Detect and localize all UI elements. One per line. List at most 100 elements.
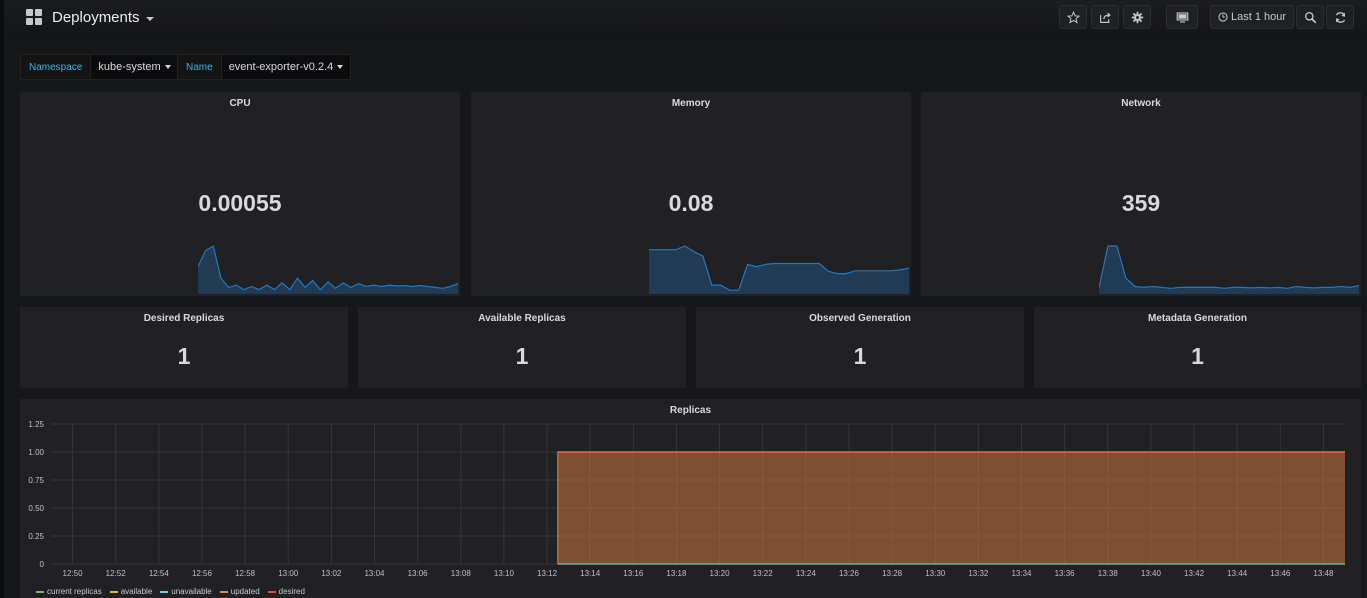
star-button[interactable] bbox=[1059, 5, 1087, 29]
replicas-panel: Replicas bbox=[20, 399, 1361, 598]
cpu-sparkline bbox=[198, 245, 458, 294]
legend-item[interactable]: desired bbox=[267, 587, 305, 596]
legend-label: desired bbox=[278, 587, 305, 596]
chevron-down-icon bbox=[164, 65, 171, 69]
memory-sparkline-area bbox=[649, 246, 909, 294]
network-value: 359 bbox=[1121, 190, 1161, 216]
dashboard-title: Deployments bbox=[52, 8, 140, 26]
x-tick-label: 13:00 bbox=[278, 569, 299, 578]
variable-namespace-label: Namespace bbox=[20, 54, 92, 80]
legend-item[interactable]: unavailable bbox=[160, 587, 212, 596]
x-tick-label: 13:46 bbox=[1270, 569, 1291, 578]
legend-swatch bbox=[36, 590, 44, 593]
x-tick-label: 13:20 bbox=[710, 569, 731, 578]
series-area-updated bbox=[557, 452, 1345, 564]
x-tick-label: 13:32 bbox=[968, 569, 989, 578]
desired-replicas-value: 1 bbox=[177, 343, 191, 369]
tv-mode-button[interactable] bbox=[1166, 5, 1198, 29]
legend-item[interactable]: available bbox=[109, 587, 153, 596]
sidemenu-edge bbox=[0, 0, 4, 598]
x-tick-label: 13:12 bbox=[537, 569, 558, 578]
cpu-sparkline-line bbox=[198, 245, 458, 291]
network-panel-title[interactable]: Network bbox=[1121, 98, 1161, 109]
available-replicas-panel: Available Replicas 1 bbox=[358, 307, 686, 388]
clock-icon bbox=[1218, 12, 1228, 22]
metadata-generation-value: 1 bbox=[1191, 343, 1204, 369]
memory-sparkline bbox=[649, 245, 909, 294]
desired-replicas-title[interactable]: Desired Replicas bbox=[143, 313, 225, 324]
series-area-desired bbox=[557, 452, 1345, 564]
network-sparkline-line bbox=[1099, 245, 1359, 289]
variable-name-dropdown[interactable]: event-exporter-v0.2.4 bbox=[221, 54, 352, 80]
time-range-label: Last 1 hour bbox=[1230, 11, 1287, 23]
time-range-picker[interactable]: Last 1 hour bbox=[1210, 5, 1294, 29]
memory-sparkline-line bbox=[649, 245, 909, 291]
replicas-legend: current replicas available unavailable upda… bbox=[36, 587, 313, 596]
memory-panel-title[interactable]: Memory bbox=[671, 98, 711, 109]
series-area-current-replicas bbox=[557, 452, 1345, 564]
network-sparkline-area bbox=[1099, 246, 1359, 294]
x-tick-label: 13:36 bbox=[1055, 569, 1076, 578]
y-tick-label: 1.00 bbox=[28, 448, 44, 457]
x-tick-label: 12:54 bbox=[149, 569, 170, 578]
top-navbar: Deployments Last 1 hour bbox=[4, 0, 1367, 36]
memory-value: 0.08 bbox=[668, 190, 714, 216]
variable-namespace: Namespace kube-system bbox=[20, 54, 179, 80]
x-tick-label: 13:30 bbox=[925, 569, 946, 578]
observed-generation-panel: Observed Generation 1 bbox=[696, 307, 1024, 388]
x-tick-label: 12:56 bbox=[192, 569, 213, 578]
available-replicas-title[interactable]: Available Replicas bbox=[478, 313, 566, 324]
series-area-available bbox=[557, 452, 1345, 564]
replicas-panel-title[interactable]: Replicas bbox=[669, 405, 712, 416]
zoom-out-icon bbox=[1304, 11, 1316, 23]
legend-item[interactable]: current replicas bbox=[36, 587, 102, 596]
legend-swatch bbox=[219, 590, 228, 593]
refresh-button[interactable] bbox=[1326, 5, 1354, 29]
chevron-down-icon bbox=[337, 65, 344, 69]
replicas-graph[interactable]: 0 0.25 0.50 0.75 1.00 1.25 12:50 12:52 12:54 12:5… bbox=[20, 399, 1361, 587]
available-replicas-value: 1 bbox=[515, 343, 529, 369]
observed-generation-title[interactable]: Observed Generation bbox=[809, 313, 911, 324]
share-button[interactable] bbox=[1091, 5, 1119, 29]
cpu-value: 0.00055 bbox=[198, 190, 282, 216]
x-tick-label: 13:10 bbox=[494, 569, 515, 578]
cpu-panel-title[interactable]: CPU bbox=[229, 98, 251, 109]
x-tick-label: 13:44 bbox=[1227, 569, 1248, 578]
variable-name-label: Name bbox=[177, 54, 222, 80]
x-tick-label: 12:50 bbox=[63, 569, 84, 578]
x-tick-label: 13:26 bbox=[839, 569, 860, 578]
legend-item[interactable]: updated bbox=[219, 587, 260, 596]
variable-namespace-dropdown[interactable]: kube-system bbox=[91, 54, 179, 80]
zoom-out-button[interactable] bbox=[1296, 5, 1324, 29]
y-tick-label: 0 bbox=[40, 560, 45, 569]
cpu-panel: CPU 0.00055 bbox=[20, 92, 460, 296]
x-tick-label: 13:16 bbox=[623, 569, 644, 578]
legend-label: updated bbox=[230, 587, 260, 596]
variable-namespace-value: kube-system bbox=[98, 61, 161, 73]
chevron-down-icon bbox=[145, 16, 154, 21]
x-tick-label: 13:14 bbox=[580, 569, 601, 578]
legend-label: available bbox=[120, 587, 153, 596]
metadata-generation-panel: Metadata Generation 1 bbox=[1034, 307, 1361, 388]
refresh-icon bbox=[1335, 11, 1345, 23]
variable-name: Name event-exporter-v0.2.4 bbox=[177, 54, 352, 80]
x-tick-label: 13:04 bbox=[364, 569, 385, 578]
x-tick-label: 13:08 bbox=[451, 569, 472, 578]
x-tick-label: 13:22 bbox=[753, 569, 774, 578]
memory-panel: Memory 0.08 bbox=[471, 92, 911, 296]
x-tick-label: 13:42 bbox=[1184, 569, 1205, 578]
x-tick-label: 13:40 bbox=[1141, 569, 1162, 578]
x-tick-label: 12:52 bbox=[106, 569, 127, 578]
dashboard-picker[interactable]: Deployments bbox=[26, 6, 154, 28]
settings-button[interactable] bbox=[1123, 5, 1151, 29]
x-tick-label: 13:06 bbox=[408, 569, 429, 578]
star-icon bbox=[1066, 10, 1080, 24]
desired-replicas-panel: Desired Replicas 1 bbox=[20, 307, 348, 388]
x-tick-label: 13:34 bbox=[1011, 569, 1032, 578]
cpu-sparkline-area bbox=[198, 246, 458, 294]
legend-swatch bbox=[267, 590, 276, 593]
metadata-generation-title[interactable]: Metadata Generation bbox=[1148, 313, 1247, 324]
legend-label: current replicas bbox=[47, 587, 102, 596]
legend-swatch bbox=[109, 590, 118, 593]
variable-name-value: event-exporter-v0.2.4 bbox=[228, 61, 334, 73]
